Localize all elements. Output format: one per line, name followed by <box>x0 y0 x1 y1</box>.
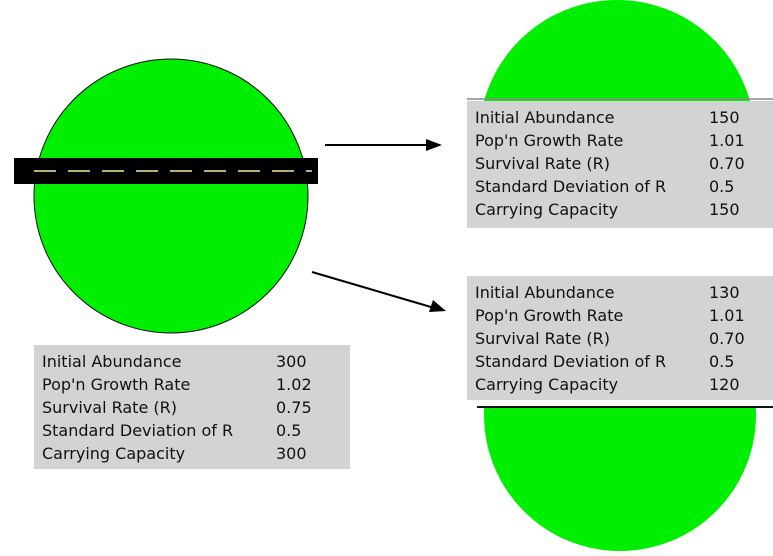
table-row: Standard Deviation of R 0.5 <box>475 350 773 373</box>
table-row: Initial Abundance 150 <box>475 106 773 129</box>
table-row: Initial Abundance 300 <box>42 350 350 373</box>
upper-habitat-patch <box>484 0 750 101</box>
param-label: Carrying Capacity <box>475 200 619 219</box>
table-row: Survival Rate (R) 0.75 <box>42 396 350 419</box>
lower-fragment-table: Initial Abundance 130 Pop'n Growth Rate … <box>467 276 773 400</box>
upper-fragment <box>484 0 750 101</box>
table-row: Carrying Capacity 120 <box>475 373 773 396</box>
table-row: Carrying Capacity 300 <box>42 442 350 465</box>
table-row: Survival Rate (R) 0.70 <box>475 327 773 350</box>
param-value: 0.75 <box>276 398 312 417</box>
param-label: Initial Abundance <box>475 108 615 127</box>
param-label: Survival Rate (R) <box>475 329 610 348</box>
original-population-table: Initial Abundance 300 Pop'n Growth Rate … <box>34 345 350 469</box>
param-value: 150 <box>709 108 740 127</box>
param-label: Initial Abundance <box>475 283 615 302</box>
param-value: 0.5 <box>276 421 302 440</box>
arrow-right-icon <box>311 271 446 312</box>
road-surface <box>14 158 318 184</box>
param-label: Standard Deviation of R <box>475 352 667 371</box>
upper-fragment-table: Initial Abundance 150 Pop'n Growth Rate … <box>467 101 773 228</box>
param-label: Carrying Capacity <box>42 444 186 463</box>
table-row: Pop'n Growth Rate 1.02 <box>42 373 350 396</box>
param-value: 0.5 <box>709 352 735 371</box>
table-row: Pop'n Growth Rate 1.01 <box>475 129 773 152</box>
param-label: Initial Abundance <box>42 352 182 371</box>
table-row: Survival Rate (R) 0.70 <box>475 152 773 175</box>
param-label: Pop'n Growth Rate <box>475 131 624 150</box>
param-label: Survival Rate (R) <box>42 398 177 417</box>
original-habitat-patch <box>33 58 309 334</box>
param-label: Survival Rate (R) <box>475 154 610 173</box>
param-value: 120 <box>709 375 740 394</box>
lower-habitat-patch <box>484 407 756 551</box>
param-label: Pop'n Growth Rate <box>475 306 624 325</box>
road-barrier-icon <box>14 158 318 184</box>
lower-fragment <box>484 407 756 551</box>
table-row: Pop'n Growth Rate 1.01 <box>475 304 773 327</box>
param-value: 300 <box>276 444 307 463</box>
param-label: Pop'n Growth Rate <box>42 375 191 394</box>
param-value: 1.01 <box>709 306 745 325</box>
table-row: Standard Deviation of R 0.5 <box>42 419 350 442</box>
param-value: 300 <box>276 352 307 371</box>
param-value: 150 <box>709 200 740 219</box>
param-value: 1.01 <box>709 131 745 150</box>
param-value: 1.02 <box>276 375 312 394</box>
param-label: Standard Deviation of R <box>475 177 667 196</box>
param-label: Carrying Capacity <box>475 375 619 394</box>
param-value: 0.5 <box>709 177 735 196</box>
arrow-right-icon <box>325 139 442 151</box>
param-value: 130 <box>709 283 740 302</box>
table-row: Carrying Capacity 150 <box>475 198 773 221</box>
param-value: 0.70 <box>709 329 745 348</box>
table-row: Initial Abundance 130 <box>475 281 773 304</box>
param-value: 0.70 <box>709 154 745 173</box>
param-label: Standard Deviation of R <box>42 421 234 440</box>
table-row: Standard Deviation of R 0.5 <box>475 175 773 198</box>
